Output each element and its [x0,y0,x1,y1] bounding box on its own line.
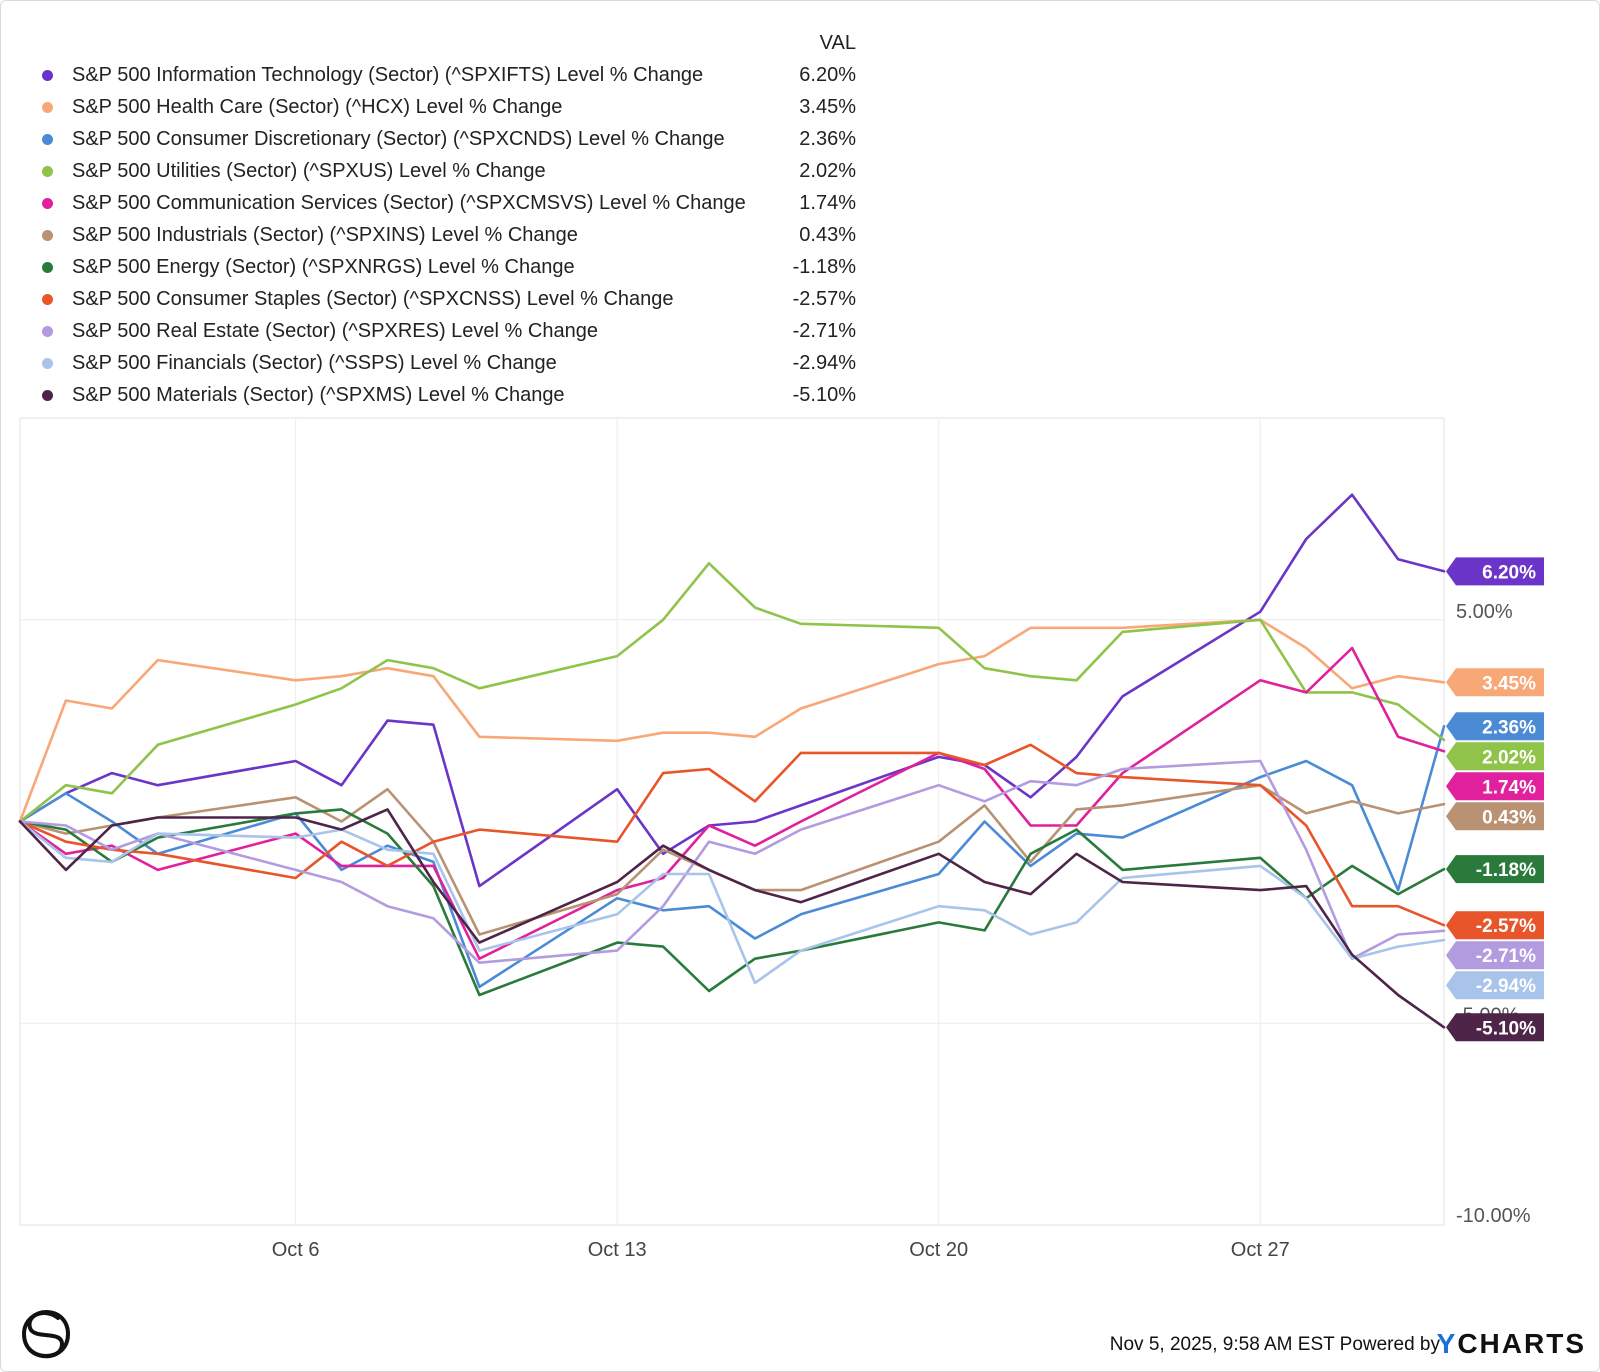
legend-series-value: 2.36% [799,128,856,150]
legend-item[interactable]: S&P 500 Consumer Discretionary (Sector) … [36,124,856,154]
legend-header: VAL [819,32,856,54]
ycharts-logo-y: Y [1436,1328,1458,1359]
series-line [18,743,1446,927]
legend-series-name: S&P 500 Real Estate (Sector) (^SPXRES) L… [72,320,598,342]
legend-series-name: S&P 500 Consumer Staples (Sector) (^SPXC… [72,288,674,310]
legend-series-value: -2.94% [792,352,856,374]
end-value-label: 0.43% [1482,807,1536,828]
end-value-badge [1446,941,1544,970]
legend-item[interactable]: S&P 500 Information Technology (Sector) … [36,60,856,90]
legend-series-name: S&P 500 Materials (Sector) (^SPXMS) Leve… [72,384,565,406]
end-value-label: 6.20% [1482,562,1536,583]
series-line [18,724,1446,989]
legend-series-name: S&P 500 Energy (Sector) (^SPXNRGS) Level… [72,256,575,278]
legend-item[interactable]: S&P 500 Health Care (Sector) (^HCX) Leve… [36,92,856,122]
legend-item[interactable]: S&P 500 Industrials (Sector) (^SPXINS) L… [36,220,856,250]
series-line [18,561,1446,823]
end-value-badge [1446,668,1544,697]
end-value-label: 3.45% [1482,673,1536,694]
end-value-badge [1446,772,1544,801]
legend-marker-icon [42,166,53,177]
end-value-badge [1446,911,1544,940]
end-value-label: -2.57% [1476,916,1536,937]
legend-marker-icon [42,230,53,241]
legend-marker-icon [42,102,53,113]
end-value-label: 2.36% [1482,717,1536,738]
legend-series-name: S&P 500 Information Technology (Sector) … [72,64,704,86]
footer-timestamp: Nov 5, 2025, 9:58 AM EST Powered by [1109,1334,1440,1355]
legend-series-value: 3.45% [799,96,856,118]
series-line [18,493,1446,888]
x-tick-label: Oct 13 [588,1239,647,1261]
series-line [18,808,1446,1029]
legend-series-name: S&P 500 Communication Services (Sector) … [72,192,746,214]
end-value-badge [1446,742,1544,771]
legend-series-name: S&P 500 Financials (Sector) (^SSPS) Leve… [72,352,557,374]
legend-item[interactable]: S&P 500 Consumer Staples (Sector) (^SPXC… [36,284,856,314]
x-tick-label: Oct 27 [1231,1239,1290,1261]
legend-item[interactable]: S&P 500 Financials (Sector) (^SSPS) Leve… [36,348,856,378]
end-value-badge [1446,855,1544,884]
series-line [18,759,1446,965]
series-line [18,618,1446,823]
legend-series-name: S&P 500 Health Care (Sector) (^HCX) Leve… [72,96,563,118]
legend-marker-icon [42,134,53,145]
legend-marker-icon [42,358,53,369]
legend-series-value: 2.02% [799,160,856,182]
end-value-label: -5.10% [1476,1018,1536,1039]
legend-series-value: -2.71% [792,320,856,342]
legend-series-name: S&P 500 Utilities (Sector) (^SPXUS) Leve… [72,160,546,182]
legend-item[interactable]: S&P 500 Communication Services (Sector) … [36,188,856,218]
legend-marker-icon [42,262,53,273]
end-value-badge [1446,802,1544,831]
series-line [18,808,1446,997]
legend-item[interactable]: S&P 500 Utilities (Sector) (^SPXUS) Leve… [36,156,856,186]
legend-series-value: -1.18% [792,256,856,278]
end-value-badge [1446,1013,1544,1042]
plot-area [19,417,1445,1226]
legend-item[interactable]: S&P 500 Materials (Sector) (^SPXMS) Leve… [36,380,856,410]
end-value-label: -2.71% [1476,946,1536,967]
x-tick-label: Oct 6 [272,1239,320,1261]
end-value-label: -1.18% [1476,860,1536,881]
end-value-label: 2.02% [1482,747,1536,768]
legend-marker-icon [42,70,53,81]
end-value-label: 1.74% [1482,777,1536,798]
legend-marker-icon [42,294,53,305]
y-tick-label: 5.00% [1456,601,1513,623]
legend-series-value: 0.43% [799,224,856,246]
legend-series-name: S&P 500 Consumer Discretionary (Sector) … [72,128,725,150]
y-tick-label: -10.00% [1456,1205,1531,1227]
legend-series-value: -2.57% [792,288,856,310]
legend-series-name: S&P 500 Industrials (Sector) (^SPXINS) L… [72,224,578,246]
end-value-badge [1446,557,1544,586]
legend-series-value: 6.20% [799,64,856,86]
x-tick-label: Oct 20 [909,1239,968,1261]
end-value-badge [1446,971,1544,1000]
legend-marker-icon [42,198,53,209]
end-value-badge [1446,712,1544,741]
legend-marker-icon [42,326,53,337]
end-value-label: -2.94% [1476,976,1536,997]
series-line [18,820,1446,985]
legend-marker-icon [42,390,53,401]
legend-series-value: -5.10% [792,384,856,406]
ycharts-logo[interactable]: YCHARTS [1437,1328,1586,1360]
legend-series-value: 1.74% [799,192,856,214]
brand-logo-icon [21,1309,71,1359]
series-line [18,646,1446,961]
ycharts-logo-text: CHARTS [1457,1328,1586,1359]
legend-item[interactable]: S&P 500 Real Estate (Sector) (^SPXRES) L… [36,316,856,346]
legend-item[interactable]: S&P 500 Energy (Sector) (^SPXNRGS) Level… [36,252,856,282]
